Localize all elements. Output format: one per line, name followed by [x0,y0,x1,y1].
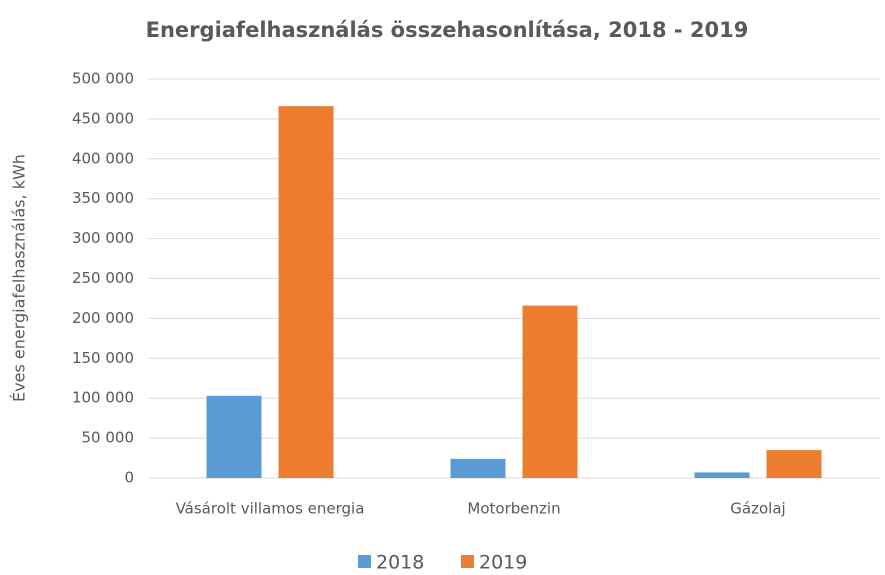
bar [278,106,334,478]
y-tick-label: 0 [124,469,134,487]
legend-label: 2019 [479,552,527,574]
bar [522,305,578,478]
x-tick-label: Gázolaj [730,500,785,518]
x-tick-label: Motorbenzin [467,500,560,518]
x-tick-label: Vásárolt villamos energia [176,500,365,518]
y-tick-label: 250 000 [72,269,134,287]
y-tick-label: 50 000 [82,429,135,447]
y-tick-label: 450 000 [72,109,134,127]
y-tick-label: 500 000 [72,70,134,88]
legend-swatch [461,555,474,568]
y-tick-label: 100 000 [72,389,134,407]
bar [694,472,750,478]
legend-label: 2018 [376,552,424,574]
legend-swatch [358,555,371,568]
y-tick-label: 300 000 [72,229,134,247]
y-tick-label: 150 000 [72,349,134,367]
y-axis-label: Éves energiafelhasználás, kWh [10,154,29,402]
y-tick-label: 400 000 [72,149,134,167]
bar [206,395,262,478]
y-tick-label: 350 000 [72,189,134,207]
chart-title: Energiafelhasználás összehasonlítása, 20… [146,18,749,42]
bar [766,450,822,478]
bar [450,458,506,478]
y-tick-label: 200 000 [72,309,134,327]
